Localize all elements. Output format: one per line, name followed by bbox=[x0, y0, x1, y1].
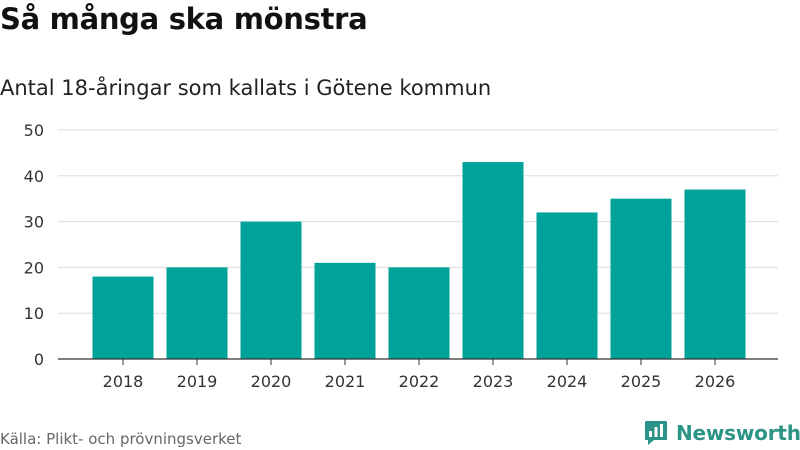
x-tick-label: 2018 bbox=[103, 372, 144, 391]
bar-2021 bbox=[314, 262, 376, 359]
y-tick-label: 20 bbox=[24, 258, 44, 277]
x-tick-label: 2020 bbox=[251, 372, 292, 391]
bar-2022 bbox=[388, 267, 450, 359]
bars bbox=[92, 162, 746, 359]
chart-subtitle: Antal 18-åringar som kallats i Götene ko… bbox=[0, 76, 492, 100]
x-tick-label: 2024 bbox=[547, 372, 588, 391]
y-tick-label: 50 bbox=[24, 121, 44, 140]
y-tick-label: 40 bbox=[24, 167, 44, 186]
bar-2024 bbox=[536, 212, 598, 359]
y-tick-label: 30 bbox=[24, 213, 44, 232]
x-tick-label: 2023 bbox=[473, 372, 514, 391]
bar-2026 bbox=[684, 189, 746, 359]
x-tick-label: 2021 bbox=[325, 372, 366, 391]
bar-2020 bbox=[240, 221, 302, 359]
bar-2023 bbox=[462, 162, 524, 359]
x-tick-label: 2025 bbox=[621, 372, 662, 391]
bar-2019 bbox=[166, 267, 228, 359]
newsworthy-logo-icon bbox=[645, 421, 667, 445]
chart-title: Så många ska mönstra bbox=[0, 2, 368, 36]
x-tick-label: 2026 bbox=[695, 372, 736, 391]
bar-2025 bbox=[610, 198, 672, 359]
y-axis-ticks: 0 10 20 30 40 50 bbox=[24, 121, 44, 369]
x-tick-label: 2022 bbox=[399, 372, 440, 391]
x-axis-ticks: 2018 2019 2020 2021 2022 2023 2024 2025 2026 bbox=[103, 359, 736, 391]
source-note: Källa: Plikt- och prövningsverket bbox=[0, 430, 242, 448]
y-tick-label: 10 bbox=[24, 304, 44, 323]
y-tick-label: 0 bbox=[34, 350, 44, 369]
bar-2018 bbox=[92, 276, 154, 359]
brand-logo: Newsworthy bbox=[644, 420, 800, 446]
x-tick-label: 2019 bbox=[177, 372, 218, 391]
brand-name: Newsworthy bbox=[676, 421, 800, 445]
